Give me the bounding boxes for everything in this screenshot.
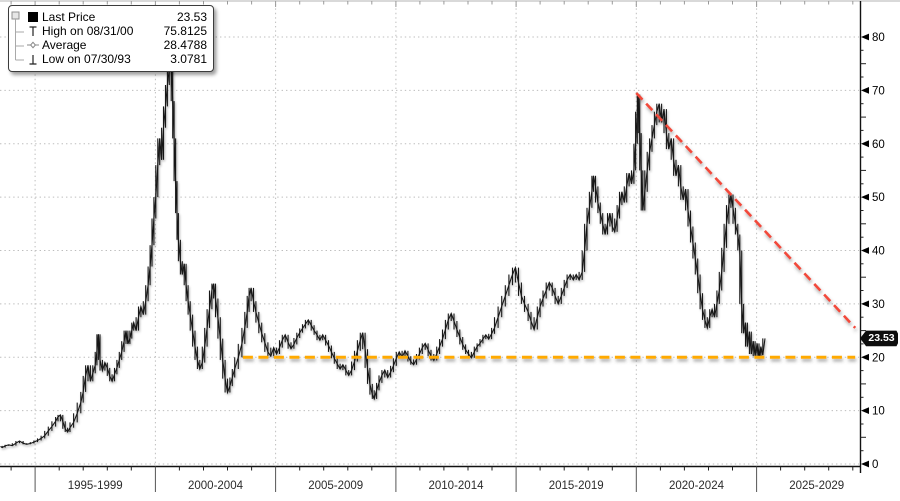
legend-item-average[interactable]: Average 28.4788 — [27, 38, 207, 52]
downtrend-line — [635, 92, 857, 329]
legend-value: 28.4788 — [163, 38, 207, 52]
legend-item-low[interactable]: Low on 07/30/93 3.0781 — [27, 52, 207, 66]
legend-tree-connector — [11, 11, 24, 61]
high-marker-icon — [29, 26, 37, 36]
y-axis-label: 40 — [872, 246, 885, 258]
x-axis-label: 2000-2004 — [188, 480, 244, 492]
x-axis-label: 2025-2029 — [789, 480, 844, 492]
last-price-marker-icon — [28, 12, 38, 22]
y-axis-tick-arrow — [861, 247, 869, 254]
y-axis-tick-arrow — [861, 300, 869, 308]
legend-item-last-price[interactable]: Last Price 23.53 — [27, 10, 207, 24]
low-marker-icon — [29, 55, 37, 65]
y-axis-label: 60 — [872, 139, 885, 151]
last-price-badge: 23.53 — [860, 330, 898, 347]
y-axis-label: 20 — [872, 352, 885, 364]
legend-label: High on 08/31/00 — [42, 24, 134, 38]
legend-value: 23.53 — [176, 10, 207, 24]
y-axis-tick-arrow — [861, 140, 869, 148]
y-axis-label: 80 — [872, 32, 885, 44]
x-axis-label: 2015-2019 — [549, 480, 604, 492]
legend-box[interactable]: Last Price 23.53 High on 08/31/00 75.812… — [8, 5, 214, 72]
y-axis-tick-arrow — [861, 87, 869, 94]
x-axis-label: 1995-1999 — [68, 480, 123, 492]
y-axis-tick-arrow — [861, 193, 869, 201]
legend-value: 3.0781 — [170, 52, 207, 66]
x-axis-label: 2020-2024 — [669, 480, 725, 492]
legend-collapse-toggle[interactable] — [11, 11, 20, 20]
y-axis-label: 50 — [872, 192, 885, 204]
average-marker-icon — [27, 41, 39, 49]
x-axis-label: 2005-2009 — [308, 480, 363, 492]
legend-label: Average — [42, 38, 87, 52]
price-series-path — [0, 61, 766, 449]
y-axis-tick-arrow — [861, 33, 869, 41]
y-axis-tick-arrow — [861, 460, 869, 468]
legend-label: Low on 07/30/93 — [42, 52, 131, 66]
gridlines — [0, 4, 859, 465]
price-series — [0, 61, 766, 449]
legend-item-high[interactable]: High on 08/31/00 75.8125 — [27, 24, 207, 38]
y-axis-label: 0 — [872, 459, 878, 471]
legend-tree-lines — [15, 19, 24, 61]
y-axis-tick-arrow — [861, 407, 869, 414]
y-axis-label: 30 — [872, 299, 885, 311]
y-axis-tick-arrow — [861, 353, 869, 361]
y-axis-label: 10 — [872, 406, 885, 418]
x-axis-label: 2010-2014 — [429, 480, 485, 492]
legend-label: Last Price — [42, 10, 96, 24]
y-axis-label: 70 — [872, 85, 885, 97]
legend-value: 75.8125 — [163, 24, 207, 38]
